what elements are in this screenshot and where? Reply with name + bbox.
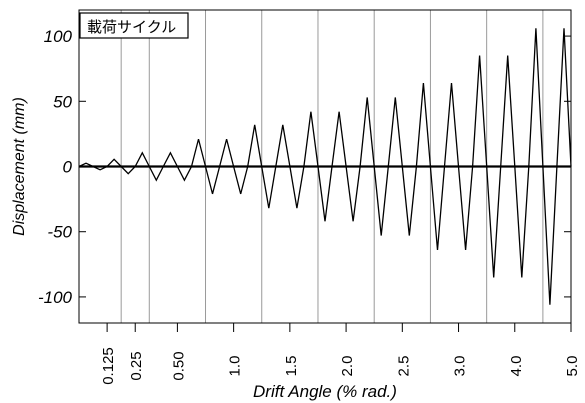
x-tick-label: 0.25 [128, 351, 145, 380]
x-tick-label: 2.5 [395, 356, 412, 377]
y-tick-label: 0 [63, 158, 73, 177]
y-tick-label: -100 [38, 288, 73, 307]
y-axis-title: Displacement (mm) [11, 97, 28, 236]
displacement-series-line [78, 28, 572, 305]
x-tick-label: 2.0 [339, 356, 356, 377]
legend-label: 載荷サイクル [87, 18, 176, 36]
x-tick-label: 3.0 [452, 356, 469, 377]
legend-rect [79, 12, 189, 39]
x-tick-label: 4.0 [508, 356, 525, 377]
x-axis-ticks: 0.125 0.25 0.50 1.0 1.5 2.0 2.5 3.0 4.0 5.0 [100, 323, 581, 385]
y-tick-label: 50 [53, 92, 72, 111]
x-tick-label: 0.125 [100, 347, 117, 385]
legend-box: 載荷サイクル [79, 12, 189, 39]
x-tick-label: 5.0 [564, 356, 581, 377]
x-tick-label: 1.5 [283, 356, 300, 377]
y-tick-label: -50 [47, 223, 72, 242]
y-tick-label: 100 [44, 27, 73, 46]
x-tick-label: 0.50 [170, 351, 187, 380]
series-layer [78, 28, 572, 305]
x-axis-title: Drift Angle (% rad.) [253, 382, 397, 401]
x-tick-label: 1.0 [227, 356, 244, 377]
